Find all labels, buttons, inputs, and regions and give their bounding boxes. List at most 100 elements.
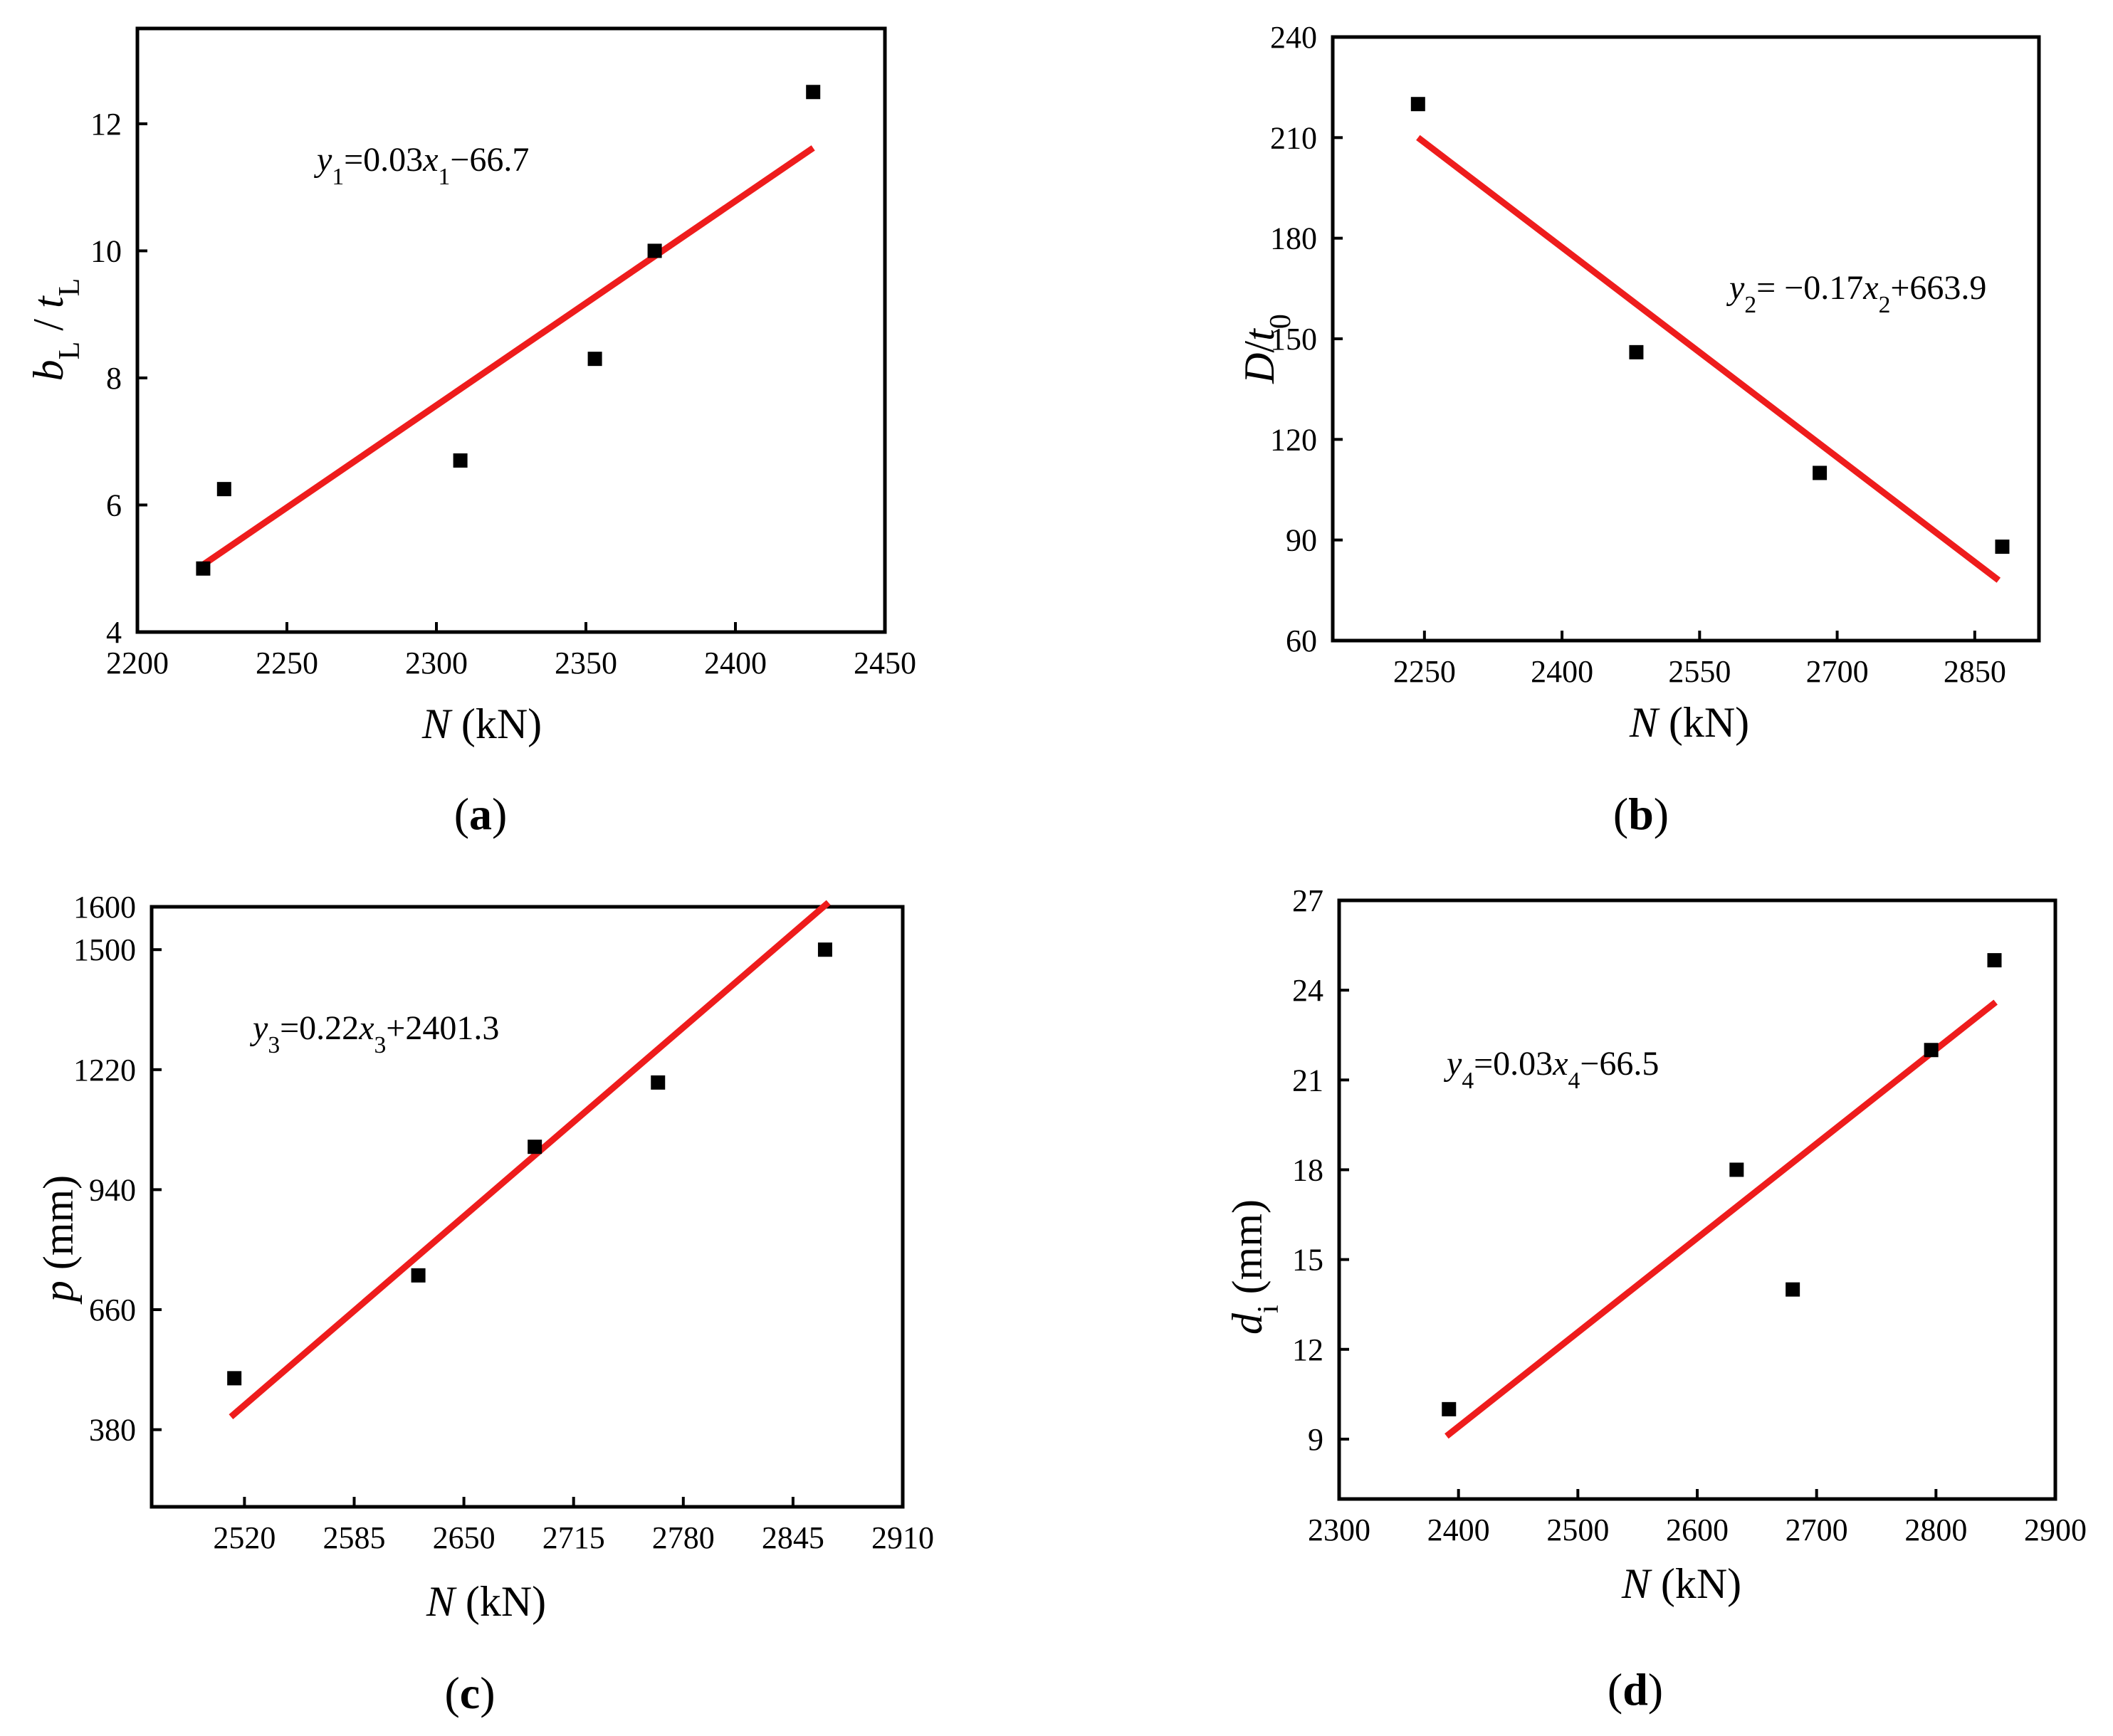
- y-tick-label: 27: [1292, 883, 1323, 918]
- panel-caption: (d): [1608, 1664, 1663, 1715]
- y-tick-label: 8: [106, 361, 122, 396]
- data-point: [1629, 344, 1644, 359]
- x-axis-label: N (kN): [1629, 699, 1749, 746]
- y-tick-label: 60: [1286, 624, 1317, 658]
- x-tick-label: 2700: [1786, 1513, 1848, 1547]
- x-tick-label: 2500: [1546, 1513, 1609, 1547]
- fit-equation: y2= −0.17x2+663.9: [1726, 269, 1986, 318]
- y-tick-label: 9: [1308, 1422, 1323, 1457]
- x-tick-label: 2400: [704, 646, 767, 680]
- x-tick-label: 2600: [1666, 1513, 1729, 1547]
- data-point: [1987, 953, 2002, 968]
- y-tick-label: 24: [1292, 973, 1323, 1008]
- data-point: [216, 482, 231, 497]
- y-tick-label: 380: [89, 1413, 136, 1448]
- y-tick-label: 12: [1292, 1332, 1323, 1367]
- x-tick-label: 2400: [1531, 654, 1593, 689]
- x-tick-label: 2250: [1393, 654, 1456, 689]
- data-point: [1729, 1162, 1744, 1177]
- data-point: [651, 1075, 666, 1090]
- panel-c: 2520 2585 2650 2715 2780 2845 2910 380 660 940 122…: [0, 868, 1056, 1736]
- x-tick-label: 2400: [1427, 1513, 1490, 1547]
- x-tick-label: 2910: [871, 1520, 934, 1555]
- chart-d: 2300 2400 2500 2600 2700 2800 2900 9 12 15 18 21 24 2…: [1224, 883, 2087, 1715]
- data-point: [647, 243, 662, 258]
- data-point: [1442, 1401, 1457, 1416]
- x-tick-label: 2300: [405, 646, 468, 680]
- panel-d: 2300 2400 2500 2600 2700 2800 2900 9 12 15 18 21 24 2…: [1056, 868, 2113, 1736]
- x-tick-label: 2585: [323, 1520, 385, 1555]
- x-tick-label: 2520: [213, 1520, 276, 1555]
- x-tick-label: 2900: [2024, 1513, 2087, 1547]
- x-tick-label: 2715: [542, 1520, 605, 1555]
- chart-a: 2200 2250 2300 2350 2400 2450 4 6 8 10 12 y1=0.03x1…: [25, 26, 916, 839]
- fit-equation: y1=0.03x1−66.7: [313, 141, 529, 190]
- x-tick-label: 2650: [433, 1520, 496, 1555]
- fit-line: [229, 900, 831, 1419]
- fit-line: [1445, 999, 1998, 1439]
- data-point: [227, 1371, 242, 1386]
- y-tick-label: 10: [90, 233, 122, 268]
- data-point: [817, 942, 832, 957]
- chart-b: 2250 2400 2550 2700 2850 60 90 120 150 180 210 240 y…: [1236, 20, 2041, 839]
- x-tick-label: 2780: [652, 1520, 715, 1555]
- x-tick-label: 2845: [762, 1520, 824, 1555]
- fit-line: [201, 145, 815, 568]
- y-tick-label: 18: [1292, 1152, 1323, 1187]
- y-tick-label: 1600: [73, 890, 136, 925]
- x-axis-label: N (kN): [421, 700, 542, 747]
- y-tick-label: 90: [1286, 523, 1317, 558]
- data-point: [411, 1268, 426, 1283]
- x-axis-label: N (kN): [426, 1578, 546, 1625]
- panel-caption: (a): [454, 789, 508, 839]
- y-tick-label: 150: [1270, 322, 1317, 357]
- data-point: [1786, 1282, 1800, 1297]
- plot-frame: [135, 26, 887, 634]
- plot-frame: [150, 905, 905, 1509]
- fit-equation: y3=0.22x3+2401.3: [249, 1009, 499, 1058]
- data-point: [453, 453, 468, 468]
- panel-caption: (c): [444, 1668, 495, 1718]
- panel-a: 2200 2250 2300 2350 2400 2450 4 6 8 10 12 y1=0.03x1…: [0, 0, 1056, 868]
- y-tick-label: 180: [1270, 221, 1317, 256]
- x-tick-label: 2550: [1668, 654, 1731, 689]
- panel-b: 2250 2400 2550 2700 2850 60 90 120 150 180 210 240 y…: [1056, 0, 2113, 868]
- fit-equation: y4=0.03x4−66.5: [1443, 1045, 1659, 1094]
- y-tick-label: 1220: [73, 1053, 136, 1088]
- y-tick-label: 21: [1292, 1063, 1323, 1098]
- y-tick-label: 210: [1270, 120, 1317, 155]
- data-point: [806, 85, 821, 100]
- data-point: [1410, 97, 1425, 112]
- x-tick-label: 2450: [854, 646, 916, 680]
- fit-line: [1416, 135, 2001, 583]
- y-axis-label: D/t0: [1236, 314, 1297, 384]
- x-tick-label: 2200: [106, 646, 169, 680]
- x-tick-label: 2300: [1308, 1513, 1370, 1547]
- y-tick-label: 6: [106, 488, 122, 522]
- data-point: [1813, 465, 1828, 480]
- x-tick-label: 2850: [1944, 654, 2006, 689]
- x-tick-label: 2700: [1806, 654, 1869, 689]
- data-point: [196, 561, 211, 576]
- panel-caption: (b): [1613, 789, 1669, 839]
- x-tick-label: 2250: [256, 646, 318, 680]
- y-tick-label: 940: [89, 1172, 136, 1207]
- data-point: [528, 1140, 542, 1154]
- x-axis-label: N (kN): [1621, 1560, 1741, 1607]
- x-tick-label: 2350: [555, 646, 617, 680]
- data-point: [587, 352, 602, 367]
- y-tick-label: 12: [90, 107, 122, 142]
- y-tick-label: 240: [1270, 20, 1317, 55]
- y-tick-label: 660: [89, 1293, 136, 1327]
- data-point: [1924, 1043, 1939, 1058]
- y-tick-label: 120: [1270, 422, 1317, 457]
- y-tick-label: 4: [106, 615, 122, 650]
- x-tick-label: 2800: [1904, 1513, 1967, 1547]
- data-point: [1995, 540, 2010, 554]
- y-tick-label: 15: [1292, 1243, 1323, 1278]
- y-tick-label: 1500: [73, 932, 136, 967]
- y-axis-label: di (mm): [1224, 1199, 1285, 1335]
- y-axis-label: p (mm): [35, 1175, 82, 1305]
- chart-c: 2520 2585 2650 2715 2780 2845 2910 380 660 940 122…: [35, 890, 934, 1718]
